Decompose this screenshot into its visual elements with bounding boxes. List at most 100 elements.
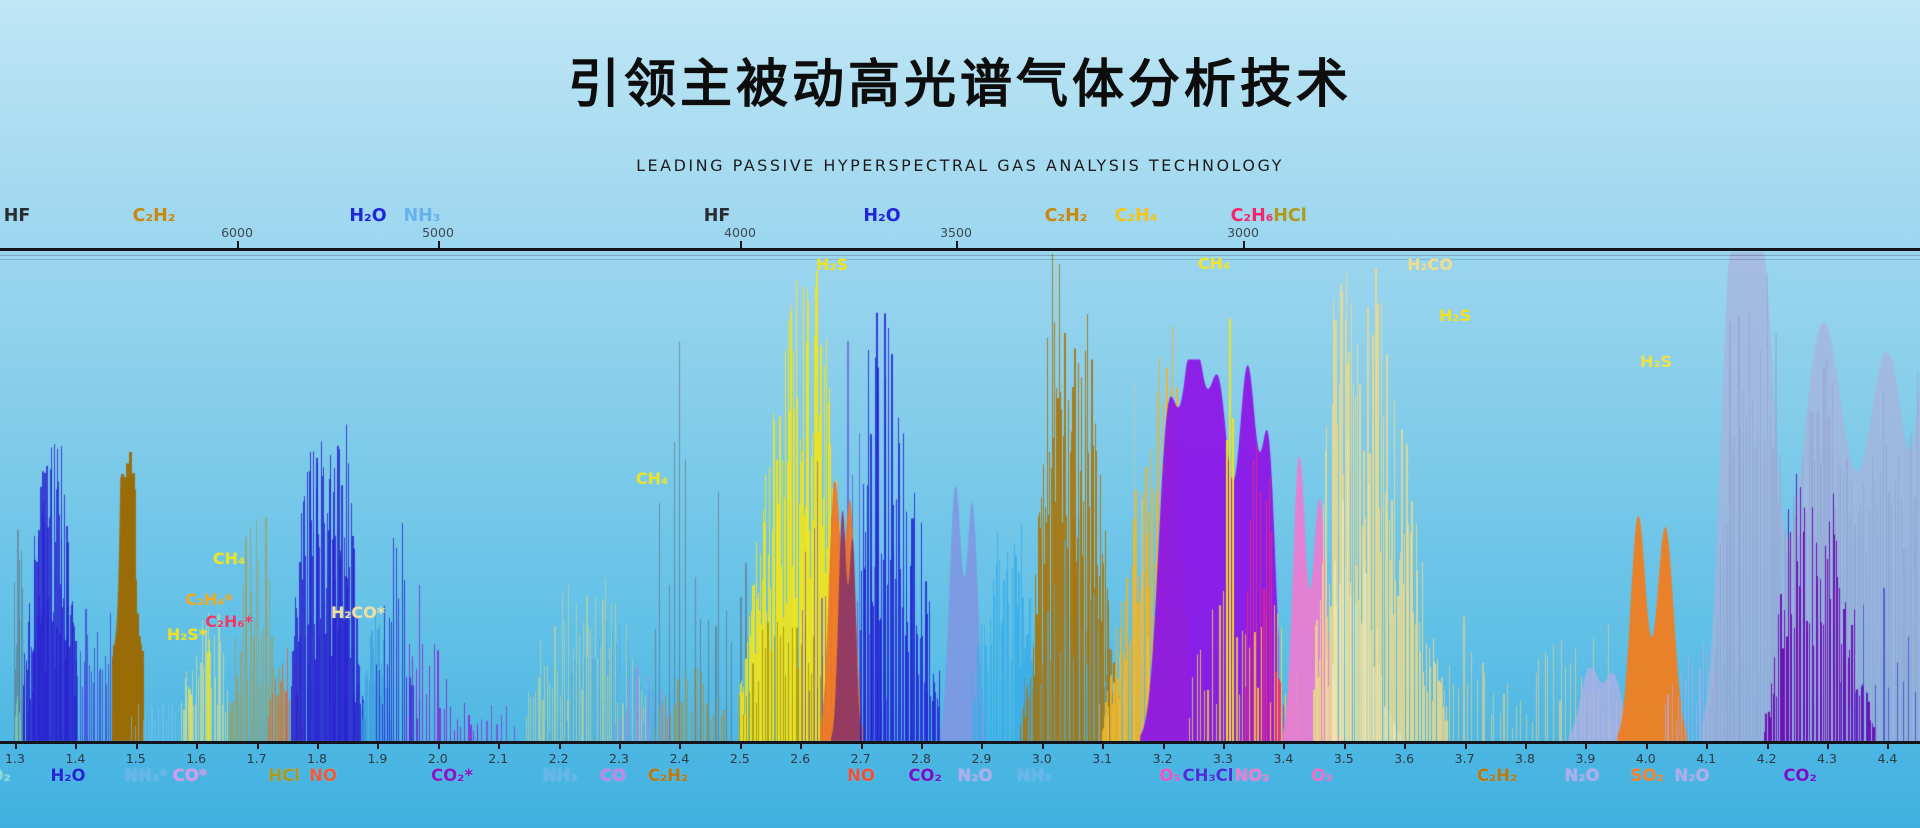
wavelength-tick bbox=[1766, 743, 1769, 749]
wavelength-tick-label: 2.5 bbox=[729, 751, 750, 766]
wavelength-tick bbox=[1404, 743, 1407, 749]
wavenumber-tick-label: 3500 bbox=[940, 225, 972, 240]
wavelength-tick bbox=[619, 743, 621, 749]
gas-label: CO₂* bbox=[431, 766, 473, 785]
wavelength-tick bbox=[1645, 743, 1648, 749]
wavelength-tick-label: 2.3 bbox=[609, 751, 629, 766]
wavelength-tick-label: 2.6 bbox=[790, 751, 811, 766]
wavelength-tick-label: 2.4 bbox=[669, 751, 690, 766]
top-axis-subline bbox=[0, 255, 1920, 256]
wavelength-tick bbox=[15, 743, 17, 749]
gas-label: N₂O bbox=[1674, 766, 1710, 785]
wavelength-tick-label: 4.4 bbox=[1877, 751, 1898, 766]
gas-label: CH₄ bbox=[635, 469, 669, 488]
wavenumber-tick bbox=[237, 241, 239, 248]
gas-label: C₂H₂ bbox=[132, 206, 176, 226]
wavelength-tick bbox=[1041, 743, 1044, 749]
wavelength-tick-label: 3.6 bbox=[1394, 751, 1415, 766]
wavenumber-tick-label: 5000 bbox=[422, 225, 454, 240]
gas-label: H₂CO* bbox=[330, 603, 386, 622]
gas-label: NO bbox=[309, 766, 337, 785]
wavelength-tick bbox=[196, 743, 199, 749]
wavelength-tick bbox=[75, 743, 78, 749]
gas-label: C₂H₆ bbox=[1230, 206, 1274, 226]
wavenumber-tick bbox=[956, 241, 958, 248]
wavelength-tick bbox=[317, 743, 319, 749]
gas-label: C₂H₂ bbox=[1476, 766, 1518, 785]
gas-label: C₂H₄ bbox=[1114, 206, 1158, 226]
wavenumber-tick-label: 4000 bbox=[724, 225, 756, 240]
gas-label: HCl bbox=[1273, 206, 1307, 226]
gas-label: CO₂ bbox=[1783, 766, 1817, 785]
wavelength-tick bbox=[1525, 743, 1527, 749]
gas-label: O₂ bbox=[0, 766, 11, 785]
wavelength-tick-label: 3.3 bbox=[1213, 751, 1233, 766]
gas-label: NO bbox=[847, 766, 875, 785]
gas-label: C₂H₂ bbox=[647, 766, 689, 785]
gas-label: CO* bbox=[172, 766, 208, 785]
wavelength-tick-label: 3.1 bbox=[1092, 751, 1113, 766]
wavelength-tick bbox=[1162, 743, 1165, 749]
wavelength-tick bbox=[377, 743, 380, 749]
wavelength-tick-label: 1.5 bbox=[125, 751, 146, 766]
gas-label: C₂H₆* bbox=[205, 612, 253, 631]
gas-label: H₂S* bbox=[166, 625, 208, 644]
wavelength-tick-label: 1.7 bbox=[246, 751, 267, 766]
gas-label: CH₄ bbox=[212, 549, 246, 568]
wavelength-tick bbox=[1585, 743, 1588, 749]
wavenumber-tick bbox=[740, 241, 742, 248]
wavelength-tick-label: 4.3 bbox=[1817, 751, 1837, 766]
wavelength-tick-label: 2.8 bbox=[911, 751, 931, 766]
wavelength-tick bbox=[739, 743, 742, 749]
gas-label: N₂O bbox=[1564, 766, 1600, 785]
gas-label: N₂O bbox=[957, 766, 993, 785]
wavelength-tick bbox=[981, 743, 984, 749]
wavelength-tick bbox=[1283, 743, 1286, 749]
wavelength-tick-label: 2.9 bbox=[971, 751, 992, 766]
top-axis-line bbox=[0, 248, 1920, 251]
wavelength-tick bbox=[1887, 743, 1890, 749]
wavelength-tick bbox=[1464, 743, 1467, 749]
wavelength-tick-label: 3.7 bbox=[1454, 751, 1475, 766]
wavelength-tick bbox=[860, 743, 863, 749]
gas-label: HF bbox=[703, 206, 731, 226]
wavelength-tick-label: 4.0 bbox=[1635, 751, 1656, 766]
gas-label: O₃ bbox=[1159, 766, 1181, 785]
gas-label: CH₄ bbox=[1197, 254, 1231, 273]
wavelength-tick-label: 2.7 bbox=[850, 751, 871, 766]
gas-label: NH₃ bbox=[542, 766, 578, 785]
gas-label: H₂CO bbox=[1407, 255, 1453, 274]
gas-label: C₂H₄* bbox=[185, 590, 233, 609]
wavelength-tick bbox=[1827, 743, 1829, 749]
wavelength-tick bbox=[558, 743, 561, 749]
bottom-axis-line bbox=[0, 741, 1920, 744]
wavelength-tick bbox=[135, 743, 138, 749]
wavelength-tick bbox=[679, 743, 682, 749]
wavelength-tick bbox=[256, 743, 259, 749]
gas-label: HF bbox=[3, 206, 31, 226]
gas-label: NO₂ bbox=[1234, 766, 1270, 785]
wavelength-tick bbox=[1706, 743, 1709, 749]
gas-label: H₂O bbox=[349, 206, 387, 226]
wavelength-tick-label: 4.2 bbox=[1756, 751, 1777, 766]
wavenumber-tick-label: 3000 bbox=[1227, 225, 1259, 240]
gas-label: CO bbox=[599, 766, 627, 785]
gas-label: H₂S bbox=[1439, 306, 1471, 325]
wavelength-tick-label: 4.1 bbox=[1696, 751, 1717, 766]
wavelength-tick bbox=[1343, 743, 1346, 749]
wavelength-tick-label: 2.1 bbox=[488, 751, 509, 766]
page-subtitle: LEADING PASSIVE HYPERSPECTRAL GAS ANALYS… bbox=[636, 156, 1284, 175]
wavelength-tick-label: 3.2 bbox=[1152, 751, 1173, 766]
wavelength-tick-label: 2.2 bbox=[548, 751, 569, 766]
wavelength-tick-label: 1.3 bbox=[5, 751, 25, 766]
wavelength-tick-label: 3.9 bbox=[1575, 751, 1596, 766]
gas-label: H₂S bbox=[1640, 352, 1672, 371]
page-title: 引领主被动高光谱气体分析技术 bbox=[567, 55, 1352, 115]
gas-label: H₂O bbox=[863, 206, 901, 226]
gas-label: O₃ bbox=[1311, 766, 1333, 785]
wavelength-tick-label: 1.4 bbox=[65, 751, 86, 766]
wavelength-tick bbox=[800, 743, 803, 749]
gas-label: SO₂ bbox=[1630, 766, 1664, 785]
